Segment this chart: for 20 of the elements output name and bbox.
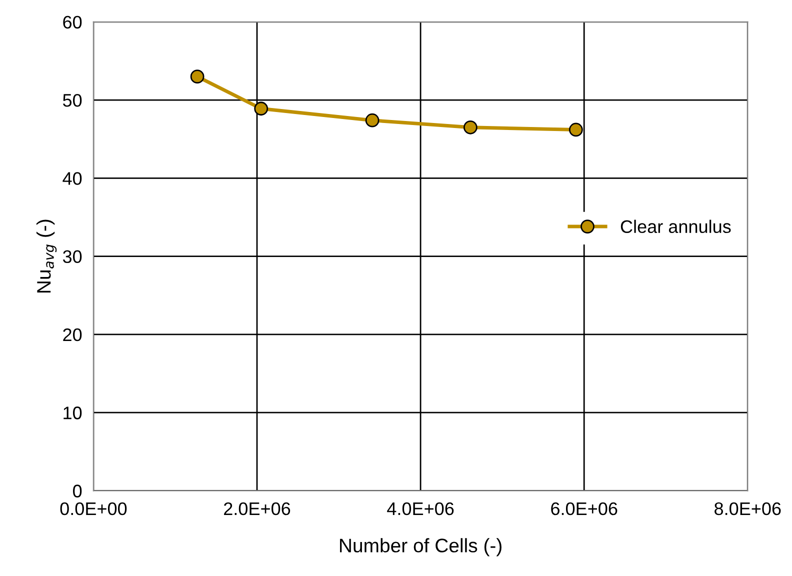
y-tick-label: 10 bbox=[64, 406, 82, 420]
point bbox=[463, 120, 478, 134]
y-axis-title: Nu$_{avg}$ (-) bbox=[36, 220, 57, 292]
legend-label: Clear annulus bbox=[620, 220, 731, 234]
y-tick-label: 20 bbox=[63, 328, 82, 342]
x-tick-label: 2.0E+06 bbox=[224, 502, 290, 516]
y-tick-label: 40 bbox=[62, 172, 82, 185]
y-tick-label: 60 bbox=[63, 16, 82, 29]
point bbox=[190, 70, 204, 84]
x-tick-label: 6.0E+06 bbox=[551, 502, 618, 516]
y-tick-label: 30 bbox=[62, 250, 82, 264]
x-tick-label: 0.0E+00 bbox=[60, 502, 127, 516]
point bbox=[254, 102, 268, 116]
y-tick-label: 50 bbox=[62, 94, 82, 107]
x-axis-title: Number of Cells (-) bbox=[340, 538, 502, 556]
point bbox=[365, 113, 380, 128]
x-tick-label: 8.0E+06 bbox=[714, 502, 781, 516]
y-tick-label: 0 bbox=[73, 484, 82, 498]
point bbox=[568, 122, 583, 137]
x-tick-label: 4.0E+06 bbox=[387, 502, 454, 516]
